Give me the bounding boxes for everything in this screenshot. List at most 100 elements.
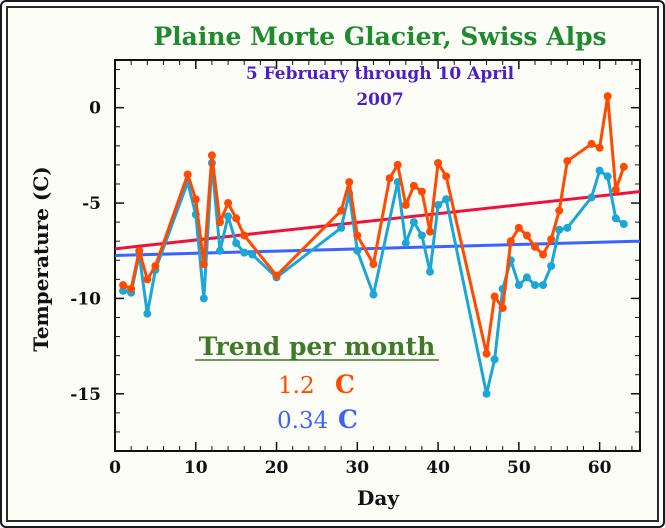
- series-a-point: [409, 181, 418, 190]
- series-b-point: [611, 214, 620, 223]
- series-a-point: [337, 206, 346, 215]
- series-b-point: [401, 239, 410, 248]
- series-a-line: [122, 94, 626, 356]
- series-a-point: [506, 237, 515, 246]
- series-a-point: [232, 214, 241, 223]
- series-b-point: [232, 239, 241, 248]
- series-a-point: [191, 195, 200, 204]
- x-tick-label: 10: [184, 458, 208, 478]
- series-a-point: [611, 185, 620, 194]
- series-a-point: [417, 187, 426, 196]
- series-b-point: [337, 223, 346, 232]
- x-tick-label: 40: [426, 458, 450, 478]
- series-a-point: [216, 218, 224, 227]
- series-a-point: [482, 349, 491, 358]
- series-b-point: [434, 200, 443, 209]
- series-b-point: [531, 281, 539, 290]
- series-b-line: [122, 161, 625, 396]
- series-a-point: [531, 242, 539, 251]
- series-a-point: [426, 227, 434, 236]
- series-a-point: [199, 260, 208, 269]
- series-a-point: [442, 172, 451, 181]
- series-b-point: [199, 294, 208, 303]
- series-a-point: [603, 92, 612, 101]
- series-b-point: [555, 225, 564, 234]
- series-b-point: [587, 193, 596, 202]
- series-b-point: [426, 267, 434, 276]
- series-b-point: [619, 220, 628, 229]
- trend-b-unit: C: [338, 405, 358, 434]
- series-a-point: [369, 260, 378, 269]
- series-a: [119, 92, 628, 358]
- chart-subtitle-line1: 5 February through 10 April: [246, 64, 515, 84]
- x-tick-label: 60: [588, 458, 612, 478]
- series-a-point: [587, 139, 596, 148]
- series-a-point: [539, 250, 548, 259]
- series-a-point: [272, 271, 281, 280]
- x-tick-label: 50: [507, 458, 531, 478]
- series-a-point: [240, 231, 249, 240]
- trend-annotation: Trend per month 1.2 C 0.34 C: [195, 332, 439, 434]
- series-b-point: [224, 212, 233, 221]
- plot-area: [114, 59, 641, 452]
- series-b-point: [442, 195, 451, 204]
- series-b-point: [547, 261, 556, 270]
- series-a-point: [353, 231, 362, 240]
- series-b-point: [490, 355, 499, 364]
- series-b-point: [353, 246, 362, 255]
- series-b-point: [369, 290, 378, 299]
- series-b-point: [603, 172, 612, 181]
- series-a-point: [224, 199, 233, 208]
- y-tick-label: 0: [89, 99, 101, 119]
- series-a-point: [595, 143, 604, 152]
- series-b-point: [417, 231, 426, 240]
- series-b-point: [595, 166, 604, 175]
- x-tick-label: 20: [265, 458, 289, 478]
- series-a-point: [127, 284, 136, 293]
- x-tick-label: 30: [345, 458, 369, 478]
- series-a-point: [514, 223, 523, 232]
- chart-title: Plaine Morte Glacier, Swiss Alps: [153, 22, 606, 51]
- series-a-point: [563, 157, 572, 166]
- series-a-point: [498, 303, 507, 312]
- trend-line-a: [114, 190, 641, 251]
- series-a-point: [345, 178, 354, 187]
- series-a-point: [385, 174, 394, 183]
- series-b-point: [240, 248, 249, 257]
- series-a-point: [393, 160, 402, 169]
- series-a-point: [401, 200, 410, 209]
- series-b-point: [119, 286, 128, 295]
- x-axis-title: Day: [357, 486, 400, 510]
- series-b-point: [248, 250, 257, 259]
- trend-a-unit: C: [335, 370, 355, 399]
- series-b-point: [522, 273, 531, 282]
- series-b-point: [563, 223, 572, 232]
- chart-subtitle-line2: 2007: [356, 90, 403, 110]
- series-b-point: [409, 218, 418, 227]
- series-a-point: [434, 158, 443, 167]
- y-tick-label: -5: [82, 194, 101, 214]
- series-b-point: [539, 281, 548, 290]
- trend-heading: Trend per month: [199, 332, 436, 361]
- series-a-point: [135, 246, 144, 255]
- series-a-point: [490, 292, 499, 301]
- series-a-point: [555, 206, 564, 215]
- series-a-point: [522, 231, 531, 240]
- series-b-point: [514, 281, 523, 290]
- series-b-point: [143, 309, 152, 318]
- y-tick-label: -10: [70, 289, 101, 309]
- series-a-point: [143, 275, 152, 284]
- series-b-point: [482, 389, 491, 398]
- y-tick-label: -15: [70, 385, 101, 405]
- series-a-point: [151, 261, 160, 270]
- series-a-point: [207, 151, 216, 160]
- series-a-point: [619, 162, 628, 171]
- trend-a-value: 1.2: [278, 373, 315, 399]
- series-a-point: [183, 170, 192, 179]
- series-a-point: [119, 281, 128, 290]
- series-b-point: [216, 246, 224, 255]
- y-axis-title: Temperature (C): [29, 166, 53, 352]
- x-tick-label: 0: [109, 458, 121, 478]
- series-a-point: [547, 235, 556, 244]
